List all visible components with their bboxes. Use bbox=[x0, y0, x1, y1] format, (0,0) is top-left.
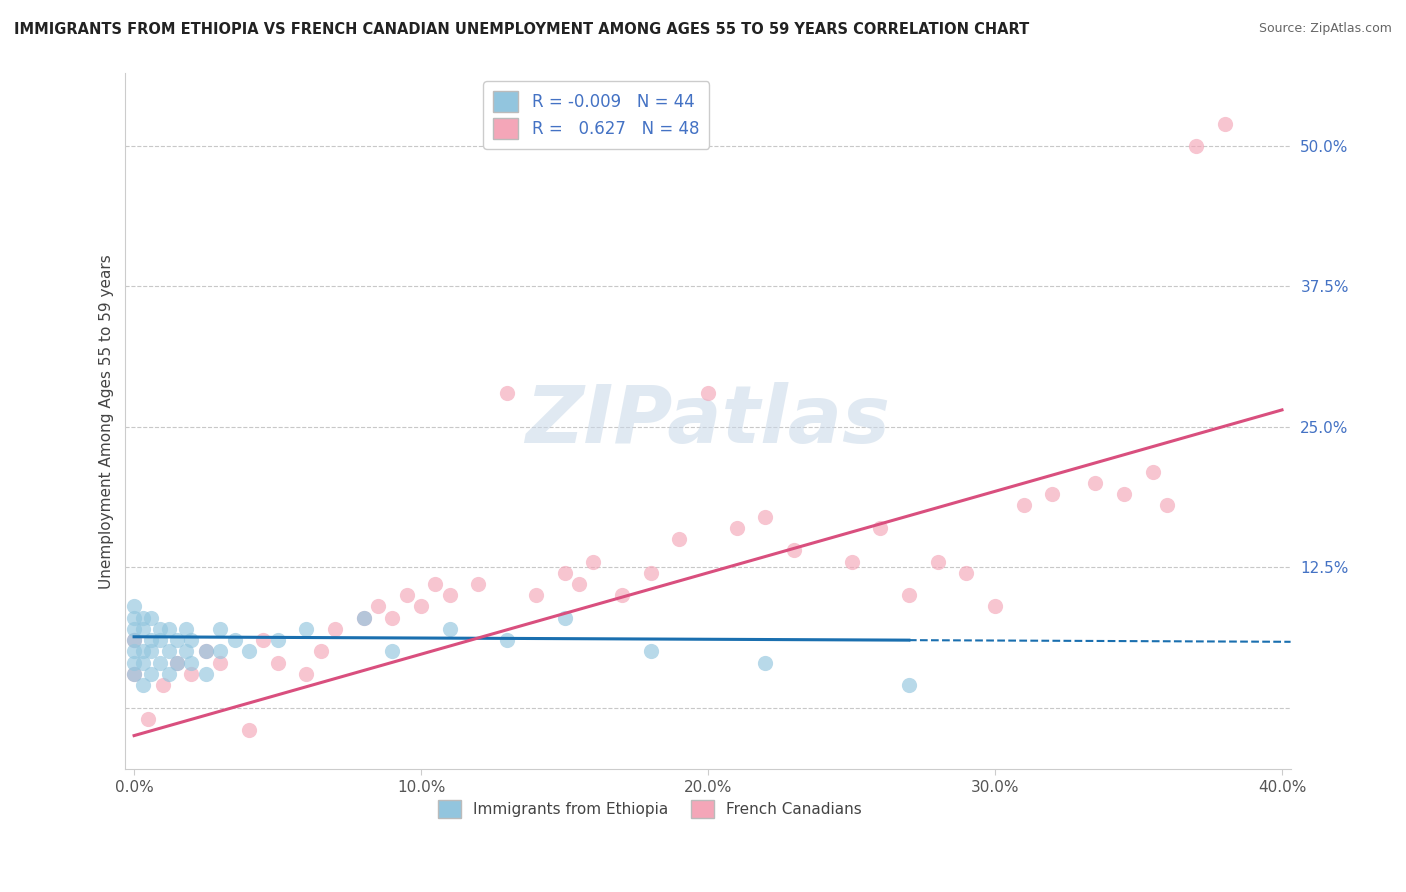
Point bbox=[131, 622, 153, 636]
Point bbox=[141, 666, 163, 681]
Point bbox=[1185, 139, 1208, 153]
Point bbox=[309, 644, 332, 658]
Point bbox=[425, 577, 447, 591]
Point bbox=[122, 666, 145, 681]
Point bbox=[209, 656, 232, 670]
Point bbox=[367, 599, 389, 614]
Y-axis label: Unemployment Among Ages 55 to 59 years: Unemployment Among Ages 55 to 59 years bbox=[100, 253, 114, 589]
Point bbox=[1142, 465, 1164, 479]
Point bbox=[224, 633, 246, 648]
Point bbox=[266, 656, 288, 670]
Point bbox=[238, 644, 260, 658]
Point bbox=[194, 666, 217, 681]
Point bbox=[754, 509, 776, 524]
Point bbox=[131, 678, 153, 692]
Point bbox=[141, 633, 163, 648]
Point bbox=[122, 656, 145, 670]
Point bbox=[157, 644, 180, 658]
Legend: Immigrants from Ethiopia, French Canadians: Immigrants from Ethiopia, French Canadia… bbox=[432, 794, 868, 824]
Point bbox=[582, 555, 605, 569]
Point bbox=[568, 577, 591, 591]
Point bbox=[166, 633, 188, 648]
Point bbox=[754, 656, 776, 670]
Point bbox=[122, 610, 145, 624]
Point bbox=[783, 543, 806, 558]
Point bbox=[725, 521, 748, 535]
Point bbox=[395, 588, 418, 602]
Point bbox=[640, 566, 662, 580]
Point bbox=[166, 656, 188, 670]
Point bbox=[209, 644, 232, 658]
Point bbox=[409, 599, 432, 614]
Point bbox=[554, 610, 576, 624]
Point bbox=[209, 622, 232, 636]
Point bbox=[131, 644, 153, 658]
Point bbox=[122, 666, 145, 681]
Point bbox=[439, 622, 461, 636]
Point bbox=[524, 588, 547, 602]
Point bbox=[174, 622, 197, 636]
Point bbox=[149, 622, 172, 636]
Point bbox=[353, 610, 375, 624]
Point bbox=[122, 622, 145, 636]
Point bbox=[869, 521, 891, 535]
Point bbox=[180, 633, 202, 648]
Point bbox=[841, 555, 863, 569]
Point bbox=[1156, 499, 1178, 513]
Point bbox=[149, 633, 172, 648]
Point bbox=[381, 610, 404, 624]
Point bbox=[131, 610, 153, 624]
Point bbox=[122, 644, 145, 658]
Point bbox=[157, 666, 180, 681]
Point bbox=[157, 622, 180, 636]
Point bbox=[897, 588, 920, 602]
Point bbox=[295, 622, 318, 636]
Point bbox=[323, 622, 346, 636]
Point bbox=[122, 633, 145, 648]
Point bbox=[1084, 475, 1107, 490]
Point bbox=[1012, 499, 1035, 513]
Point bbox=[194, 644, 217, 658]
Point bbox=[141, 610, 163, 624]
Point bbox=[252, 633, 274, 648]
Point bbox=[439, 588, 461, 602]
Point bbox=[174, 644, 197, 658]
Point bbox=[166, 656, 188, 670]
Point bbox=[122, 633, 145, 648]
Point bbox=[266, 633, 288, 648]
Point bbox=[180, 656, 202, 670]
Point bbox=[131, 656, 153, 670]
Point bbox=[353, 610, 375, 624]
Point bbox=[984, 599, 1007, 614]
Point bbox=[640, 644, 662, 658]
Point bbox=[238, 723, 260, 737]
Point bbox=[149, 656, 172, 670]
Point bbox=[295, 666, 318, 681]
Point bbox=[194, 644, 217, 658]
Text: Source: ZipAtlas.com: Source: ZipAtlas.com bbox=[1258, 22, 1392, 36]
Point bbox=[1213, 116, 1236, 130]
Point bbox=[381, 644, 404, 658]
Point bbox=[141, 644, 163, 658]
Point bbox=[1114, 487, 1136, 501]
Point bbox=[668, 532, 690, 546]
Point bbox=[554, 566, 576, 580]
Point bbox=[122, 599, 145, 614]
Point bbox=[496, 386, 519, 401]
Point bbox=[496, 633, 519, 648]
Point bbox=[697, 386, 720, 401]
Point bbox=[610, 588, 633, 602]
Text: ZIPatlas: ZIPatlas bbox=[526, 382, 890, 460]
Point bbox=[1042, 487, 1064, 501]
Point bbox=[138, 712, 160, 726]
Point bbox=[897, 678, 920, 692]
Point bbox=[467, 577, 489, 591]
Text: IMMIGRANTS FROM ETHIOPIA VS FRENCH CANADIAN UNEMPLOYMENT AMONG AGES 55 TO 59 YEA: IMMIGRANTS FROM ETHIOPIA VS FRENCH CANAD… bbox=[14, 22, 1029, 37]
Point bbox=[152, 678, 174, 692]
Point bbox=[927, 555, 949, 569]
Point bbox=[955, 566, 977, 580]
Point bbox=[180, 666, 202, 681]
